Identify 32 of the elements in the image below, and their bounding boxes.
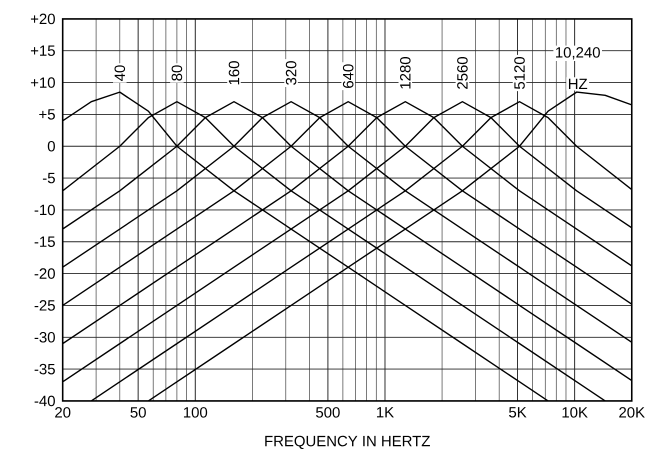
- x-tick-label: 5K: [509, 407, 527, 418]
- annotation: 2560: [457, 57, 468, 90]
- x-tick-label: 20K: [619, 407, 645, 418]
- y-tick-label: +15: [30, 46, 55, 56]
- annotation: 80: [172, 66, 182, 81]
- x-tick-label: 50: [130, 407, 146, 418]
- x-axis-title: FREQUENCY IN HERTZ: [265, 436, 430, 450]
- y-tick-label: -5: [42, 173, 55, 184]
- annotation: 5120: [514, 57, 525, 90]
- x-tick-label: 1K: [376, 407, 394, 418]
- x-tick-label: 20: [55, 407, 70, 418]
- y-tick-label: -15: [34, 236, 55, 248]
- y-tick-label: -20: [34, 268, 55, 280]
- y-tick-label: -30: [34, 332, 55, 343]
- x-tick-label: 10K: [562, 407, 588, 418]
- y-tick-label: 0: [48, 141, 55, 152]
- y-tick-label: -10: [34, 204, 55, 216]
- x-tick-label: 500: [316, 407, 340, 418]
- annotation: 1280: [400, 57, 411, 89]
- y-tick-label: -35: [34, 364, 55, 375]
- y-tick-label: +10: [30, 77, 55, 88]
- y-tick-label: -25: [34, 300, 55, 311]
- y-tick-label: -40: [34, 396, 55, 406]
- annotation: 10,240: [556, 47, 600, 60]
- y-tick-label: +5: [39, 109, 55, 120]
- annotation: 320: [286, 61, 296, 86]
- annotation: 40: [114, 66, 126, 82]
- y-tick-label: +20: [30, 14, 55, 24]
- annotation: HZ: [568, 78, 588, 90]
- x-tick-label: 100: [184, 407, 208, 418]
- annotation: 160: [228, 61, 240, 85]
- annotation: 640: [342, 64, 354, 88]
